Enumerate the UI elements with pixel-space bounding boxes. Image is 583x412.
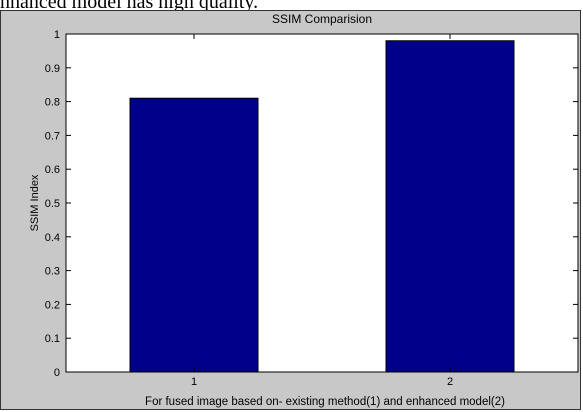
y-tick-label-0.8: 0.8 — [45, 97, 60, 109]
y-tick-label-0.2: 0.2 — [45, 299, 60, 311]
y-tick-label-0.5: 0.5 — [45, 198, 60, 210]
x-axis-label: For fused image based on- existing metho… — [145, 396, 505, 408]
y-tick-label-0.4: 0.4 — [45, 232, 60, 244]
caption-fragment: nhanced model has high quality. — [0, 0, 259, 13]
y-tick-label-1: 1 — [54, 29, 60, 41]
y-tick-label-0.1: 0.1 — [45, 333, 60, 345]
x-tick-label-1: 1 — [191, 376, 197, 388]
y-tick-label-0.6: 0.6 — [45, 164, 60, 176]
bar-2 — [385, 40, 515, 373]
bar-1 — [129, 97, 259, 373]
y-tick-label-0.9: 0.9 — [45, 63, 60, 75]
y-tick-label-0.7: 0.7 — [45, 130, 60, 142]
y-tick-label-0: 0 — [54, 367, 60, 379]
chart-title: SSIM Comparision — [272, 12, 372, 26]
y-axis: 0 0.1 0.2 0.3 0.4 0.5 0.6 0.7 0.8 0.9 1 — [45, 29, 578, 379]
bars-group — [129, 40, 515, 373]
y-tick-label-0.3: 0.3 — [45, 266, 60, 278]
x-tick-label-2: 2 — [447, 376, 453, 388]
y-axis-label: SSIM Index — [29, 174, 41, 231]
